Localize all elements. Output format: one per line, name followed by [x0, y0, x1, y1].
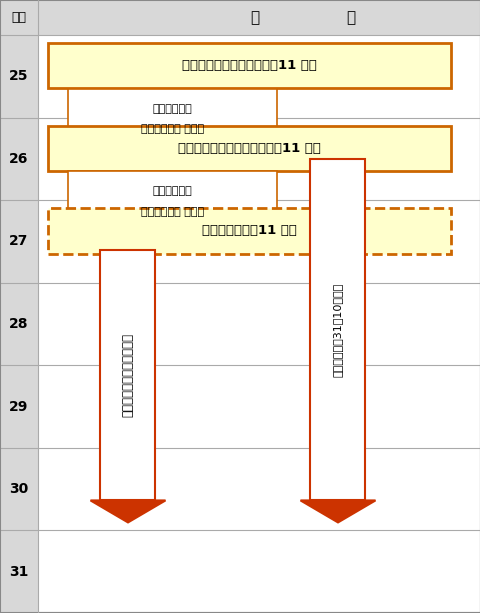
Text: 本庁・警察本部で切換え（11 月）: 本庁・警察本部で切換え（11 月）: [182, 59, 316, 72]
Text: 完全に切換え（11 月）: 完全に切換え（11 月）: [202, 224, 296, 237]
Text: 26: 26: [9, 152, 29, 166]
Text: 証紙併用（１ 年間）: 証紙併用（１ 年間）: [141, 124, 204, 134]
Text: 28: 28: [9, 317, 29, 331]
Text: 証紙買戻し・31年10月まで: 証紙買戻し・31年10月まで: [332, 283, 342, 377]
Bar: [48, 43, 450, 88]
Bar: [48, 126, 450, 171]
Text: 【経過措置】: 【経過措置】: [152, 186, 192, 197]
Text: 25: 25: [9, 69, 29, 83]
Text: 【経過措置】: 【経過措置】: [152, 104, 192, 114]
Text: 項: 項: [250, 10, 258, 25]
Bar: [310, 159, 365, 500]
Text: 31: 31: [9, 565, 29, 579]
Text: 30: 30: [9, 482, 29, 496]
Bar: [68, 89, 276, 147]
Text: 地方機関・市町等で切換え（11 月）: 地方機関・市町等で切換え（11 月）: [178, 142, 320, 154]
Text: 証紙併用（１ 年間）: 証紙併用（１ 年間）: [141, 207, 204, 217]
Polygon shape: [68, 229, 276, 247]
Text: 27: 27: [9, 234, 29, 248]
Bar: [68, 171, 276, 229]
Text: 目: 目: [346, 10, 354, 25]
Text: 29: 29: [9, 400, 29, 414]
Bar: [48, 208, 450, 254]
Bar: [0, 0, 480, 35]
Text: 全ての手数料を現金で納付: 全ての手数料を現金で納付: [121, 333, 134, 417]
Polygon shape: [68, 147, 276, 164]
Polygon shape: [300, 500, 375, 522]
Polygon shape: [90, 500, 165, 522]
Text: 年度: 年度: [12, 11, 26, 24]
Bar: [100, 249, 155, 500]
Bar: [0, 35, 38, 613]
